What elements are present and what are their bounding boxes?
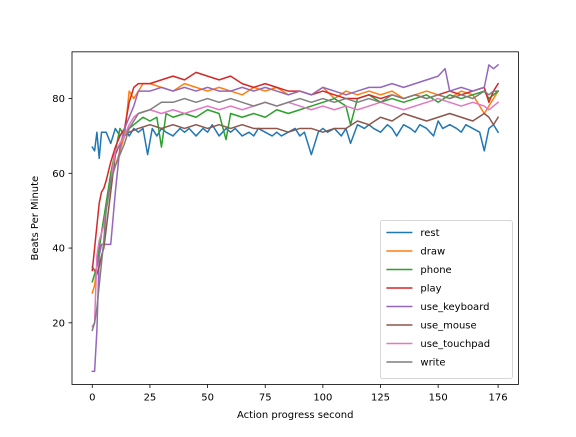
- legend: rest draw phone play use_keyboard use_mouseus…: [379, 220, 513, 379]
- legend-label-use-touchpad: use_touchpad: [420, 339, 490, 350]
- x-tick-label: 125: [371, 392, 390, 403]
- series-line-write: [91, 90, 499, 332]
- y-tick-label: 20: [52, 318, 65, 329]
- legend-label-use-keyboard: use_keyboard: [420, 302, 489, 313]
- legend-label-rest: rest: [420, 228, 439, 239]
- y-axis-ticks: 20 40 60 80: [52, 94, 72, 329]
- x-tick-label: 50: [201, 392, 214, 403]
- legend-label-play: play: [420, 283, 441, 294]
- x-tick-label: 100: [313, 392, 332, 403]
- series-group: [91, 63, 500, 373]
- legend-label-draw: draw: [420, 246, 445, 257]
- legend-label-use-mouse: use_mouse: [420, 320, 476, 331]
- series-line-use-keyboard: [91, 63, 500, 373]
- legend-label-write: write: [420, 357, 445, 368]
- plot-frame: [71, 51, 519, 385]
- x-tick-label: 176: [489, 392, 508, 403]
- x-axis-ticks: 0 25 50 75 100 125 150 176: [89, 384, 508, 403]
- x-tick-label: 75: [259, 392, 272, 403]
- x-tick-label: 150: [429, 392, 448, 403]
- legend-box: [379, 220, 513, 379]
- y-tick-label: 60: [52, 169, 65, 180]
- series-line-rest: [91, 120, 500, 160]
- x-tick-label: 25: [144, 392, 157, 403]
- x-tick-label: 0: [89, 392, 95, 403]
- y-axis-label: Beats Per Minute: [30, 176, 41, 261]
- legend-label-phone: phone: [420, 265, 451, 276]
- y-tick-label: 40: [52, 244, 65, 255]
- y-tick-label: 80: [52, 94, 65, 105]
- x-axis-label: Action progress second: [237, 410, 354, 421]
